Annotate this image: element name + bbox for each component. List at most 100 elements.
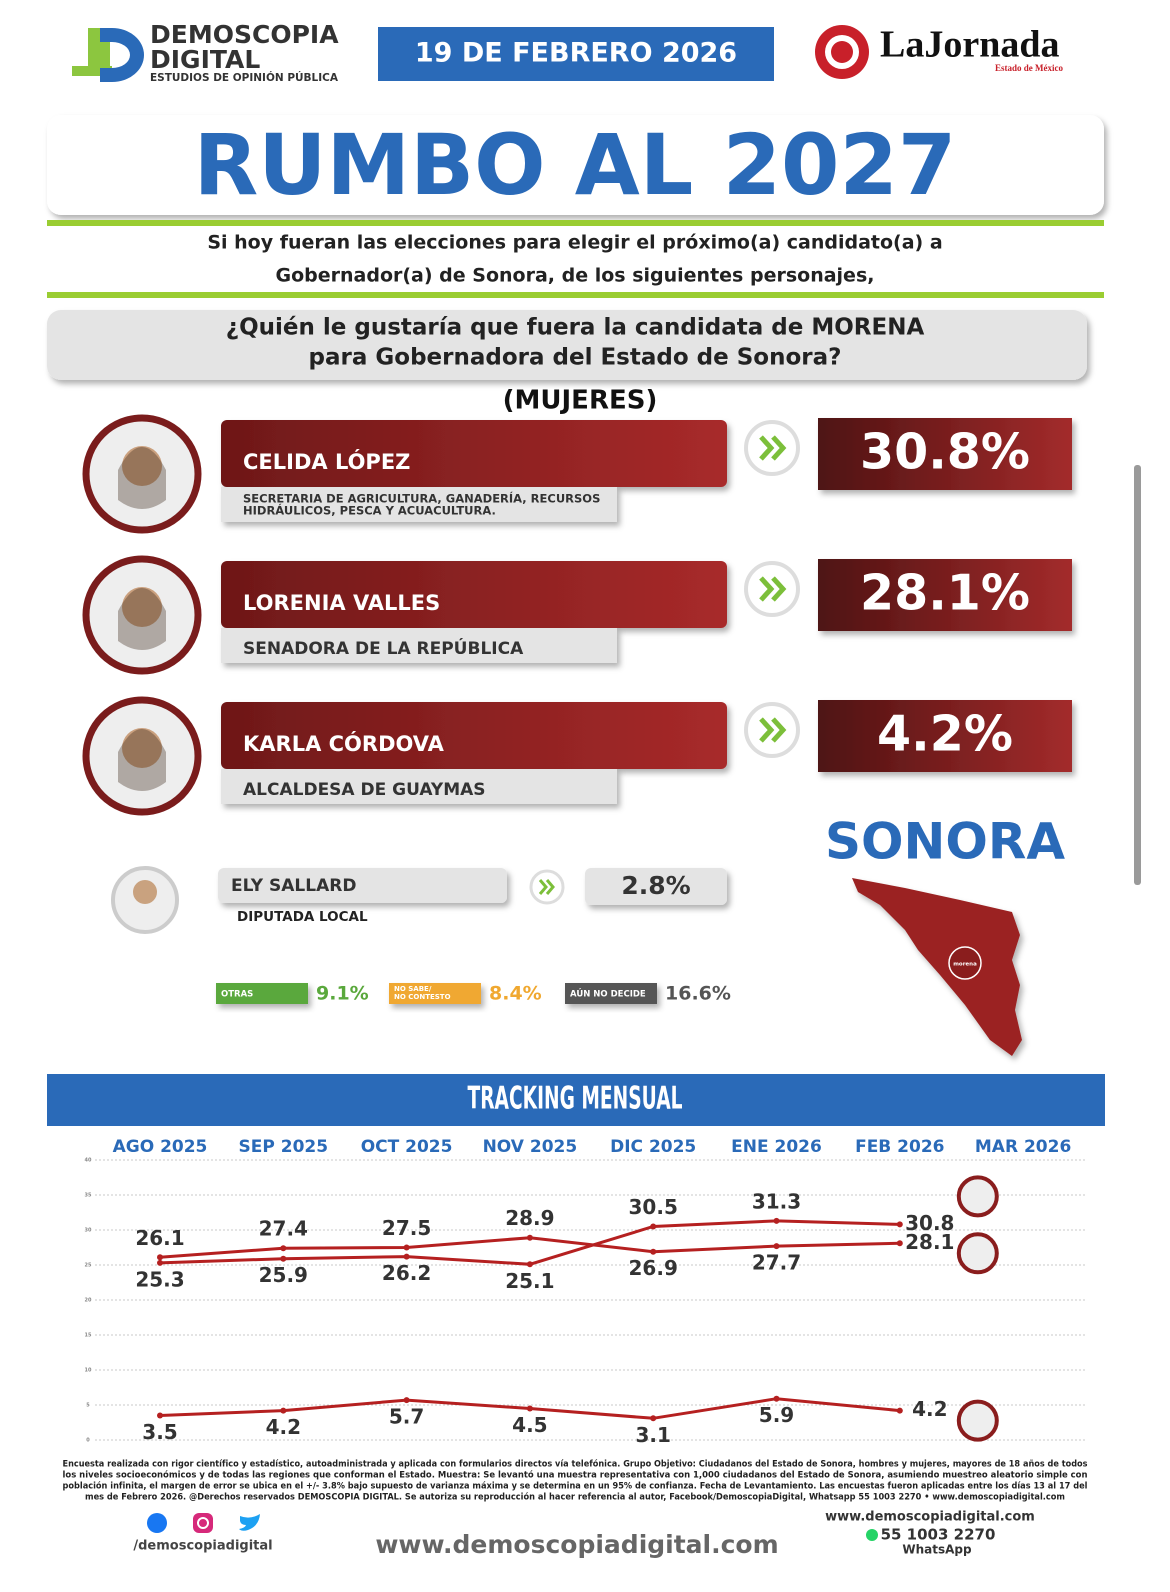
role-box bbox=[221, 487, 617, 522]
data-point bbox=[403, 1244, 410, 1251]
data-point bbox=[526, 1234, 533, 1241]
y-tick-label: 15 bbox=[85, 1333, 92, 1339]
data-label: 4.2 bbox=[266, 1415, 301, 1439]
divider bbox=[47, 220, 1104, 226]
candidate-role: ALCALDESA DE GUAYMAS bbox=[243, 780, 486, 800]
data-label: 28.9 bbox=[505, 1206, 554, 1230]
data-point bbox=[650, 1223, 657, 1230]
y-tick-label: 20 bbox=[85, 1298, 92, 1304]
y-tick-label: 25 bbox=[85, 1263, 92, 1269]
others-box bbox=[565, 983, 657, 1004]
data-point bbox=[526, 1405, 533, 1412]
data-label: 27.5 bbox=[382, 1216, 431, 1240]
brand-tagline: ESTUDIOS DE OPINIÓN PÚBLICA bbox=[150, 71, 339, 84]
legend-photo bbox=[956, 1232, 999, 1275]
tracking-banner bbox=[47, 1074, 1105, 1126]
x-tick-label: SEP 2025 bbox=[239, 1137, 329, 1157]
data-point bbox=[773, 1243, 780, 1250]
data-label: 3.1 bbox=[635, 1423, 670, 1447]
phone: 55 1003 2270 bbox=[881, 1526, 996, 1544]
website-small[interactable]: www.demoscopiadigital.com bbox=[825, 1510, 1035, 1525]
candidate-role: HIDRÁULICOS, PESCA Y ACUACULTURA. bbox=[243, 503, 496, 518]
social-handle: /demoscopiadigital bbox=[133, 1539, 272, 1554]
social-icons[interactable] bbox=[147, 1513, 260, 1533]
map-title: SONORA bbox=[825, 813, 1065, 871]
scrollbar[interactable] bbox=[1134, 465, 1141, 885]
chart-title: TRACKING MENSUAL bbox=[468, 1081, 683, 1117]
others-box bbox=[389, 983, 481, 1004]
footnotes: Encuesta realizada con rigor científico … bbox=[63, 1459, 1088, 1503]
candidate-role: DIPUTADA LOCAL bbox=[237, 909, 368, 925]
photo-hair bbox=[118, 729, 166, 791]
brand-logo bbox=[72, 28, 144, 82]
others-label: OTRAS bbox=[221, 990, 253, 1000]
data-label: 27.4 bbox=[259, 1217, 308, 1241]
photo-face bbox=[122, 446, 162, 486]
candidate-name: CELIDA LÓPEZ bbox=[243, 449, 410, 474]
data-point bbox=[157, 1259, 163, 1266]
data-point bbox=[403, 1253, 410, 1260]
data-label: 3.5 bbox=[142, 1420, 177, 1444]
y-tick-label: 10 bbox=[85, 1368, 92, 1374]
result-box bbox=[585, 868, 727, 905]
divider bbox=[47, 292, 1104, 298]
data-point bbox=[403, 1397, 410, 1404]
question-box bbox=[47, 310, 1087, 380]
map-badge bbox=[948, 946, 982, 980]
role-box bbox=[221, 628, 617, 663]
data-label: 30.8 bbox=[905, 1211, 954, 1235]
data-label: 31.3 bbox=[752, 1189, 801, 1213]
candidate-name: LORENIA VALLES bbox=[243, 591, 440, 615]
website[interactable]: www.demoscopiadigital.com bbox=[375, 1530, 778, 1559]
data-point bbox=[280, 1407, 287, 1414]
intro-line: Si hoy fueran las elecciones para elegir… bbox=[207, 232, 942, 254]
candidate-role: SENADORA DE LA REPÚBLICA bbox=[243, 637, 524, 659]
date-box bbox=[378, 27, 774, 81]
data-point bbox=[280, 1255, 287, 1262]
data-point bbox=[773, 1217, 780, 1224]
name-bar bbox=[221, 561, 727, 628]
footnote: población infinita, el margen de error s… bbox=[63, 1481, 1088, 1492]
x-tick-label: NOV 2025 bbox=[483, 1137, 578, 1157]
data-point bbox=[650, 1248, 657, 1255]
others-result: 16.6% bbox=[665, 983, 731, 1005]
data-point bbox=[896, 1221, 903, 1228]
x-tick-label: OCT 2025 bbox=[361, 1137, 453, 1157]
tracking-chart: AGO 2025 SEP 2025 OCT 2025 NOV 2025 DIC 2025… bbox=[85, 1137, 1085, 1447]
brand-name: DIGITAL bbox=[150, 45, 260, 74]
data-point bbox=[773, 1395, 780, 1402]
x-tick-label: DIC 2025 bbox=[610, 1137, 696, 1157]
result: 28.1% bbox=[860, 565, 1030, 622]
title-box bbox=[47, 115, 1104, 215]
data-point bbox=[157, 1254, 163, 1261]
data-label: 27.7 bbox=[752, 1251, 801, 1275]
x-tick-label: AGO 2025 bbox=[113, 1137, 208, 1157]
y-tick-label: 30 bbox=[85, 1228, 92, 1234]
question-line: para Gobernadora del Estado de Sonora? bbox=[309, 345, 842, 371]
partner-name: LaJornada bbox=[880, 24, 1059, 66]
data-point bbox=[280, 1245, 287, 1252]
data-point bbox=[896, 1240, 903, 1247]
candidate-name: ELY SALLARD bbox=[231, 876, 356, 896]
result-box bbox=[818, 700, 1072, 772]
partner-sub: Estado de México bbox=[995, 63, 1063, 73]
data-label: 4.5 bbox=[512, 1413, 547, 1437]
candidate-role: SECRETARIA DE AGRICULTURA, GANADERÍA, RE… bbox=[243, 491, 600, 506]
result: 30.8% bbox=[860, 424, 1030, 481]
twitter-icon[interactable] bbox=[239, 1514, 260, 1531]
facebook-icon[interactable] bbox=[147, 1513, 167, 1533]
data-point bbox=[896, 1407, 903, 1414]
instagram-icon[interactable] bbox=[193, 1513, 213, 1533]
result-box bbox=[818, 418, 1072, 490]
name-bar bbox=[221, 420, 727, 487]
data-label: 5.9 bbox=[759, 1403, 794, 1427]
photo-hair bbox=[118, 588, 166, 650]
data-label: 26.2 bbox=[382, 1261, 431, 1285]
whatsapp-icon bbox=[866, 1529, 878, 1541]
others-box bbox=[216, 983, 308, 1004]
data-label: 4.2 bbox=[912, 1397, 947, 1421]
candidates: CELIDA LÓPEZ SECRETARIA DE AGRICULTURA, G… bbox=[82, 414, 1072, 816]
